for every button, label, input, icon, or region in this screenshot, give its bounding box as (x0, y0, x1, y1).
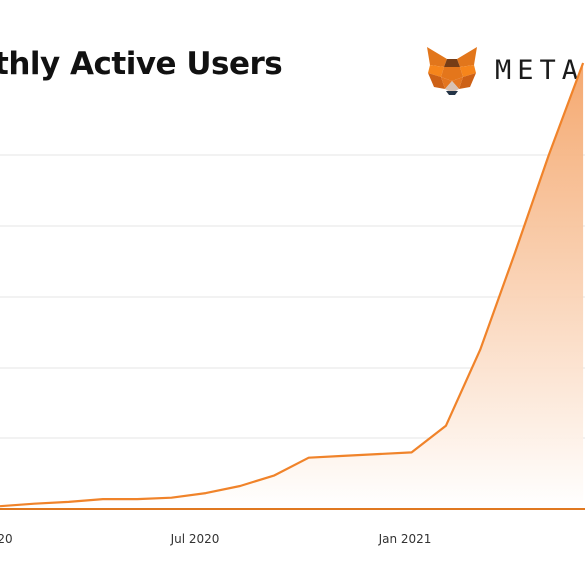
data-point-2021-06 (582, 62, 584, 64)
data-point-2021-04 (513, 253, 515, 255)
data-point-2020-08 (239, 485, 241, 487)
x-tick-labels: 20 Jul 2020 Jan 2021 (0, 532, 431, 546)
data-point-2021-05 (548, 154, 550, 156)
x-tick-label-0: 20 (0, 532, 13, 546)
data-point-2021-03 (479, 349, 481, 351)
data-point-2020-05 (136, 498, 138, 500)
chart-title: thly Active Users (0, 46, 283, 82)
data-point-2021-02 (445, 425, 447, 427)
data-point-2020-09 (273, 474, 275, 476)
data-point-2020-03 (67, 501, 69, 503)
metamask-fox-icon (427, 47, 477, 95)
data-point-2020-11 (342, 455, 344, 457)
data-point-2020-06 (170, 496, 172, 498)
data-point-2021-01 (410, 451, 412, 453)
x-tick-label-1: Jul 2020 (170, 532, 220, 546)
data-point-2020-10 (308, 456, 310, 458)
metamask-logo: META (424, 43, 585, 99)
data-point-2020-02 (33, 502, 35, 504)
series-line (0, 62, 585, 508)
data-point-2020-04 (102, 498, 104, 500)
metamask-wordmark: META (495, 55, 585, 86)
area-fill (0, 63, 584, 509)
data-point-2020-07 (205, 492, 207, 494)
data-point-2020-12 (376, 453, 378, 455)
x-tick-label-2: Jan 2021 (378, 532, 432, 546)
